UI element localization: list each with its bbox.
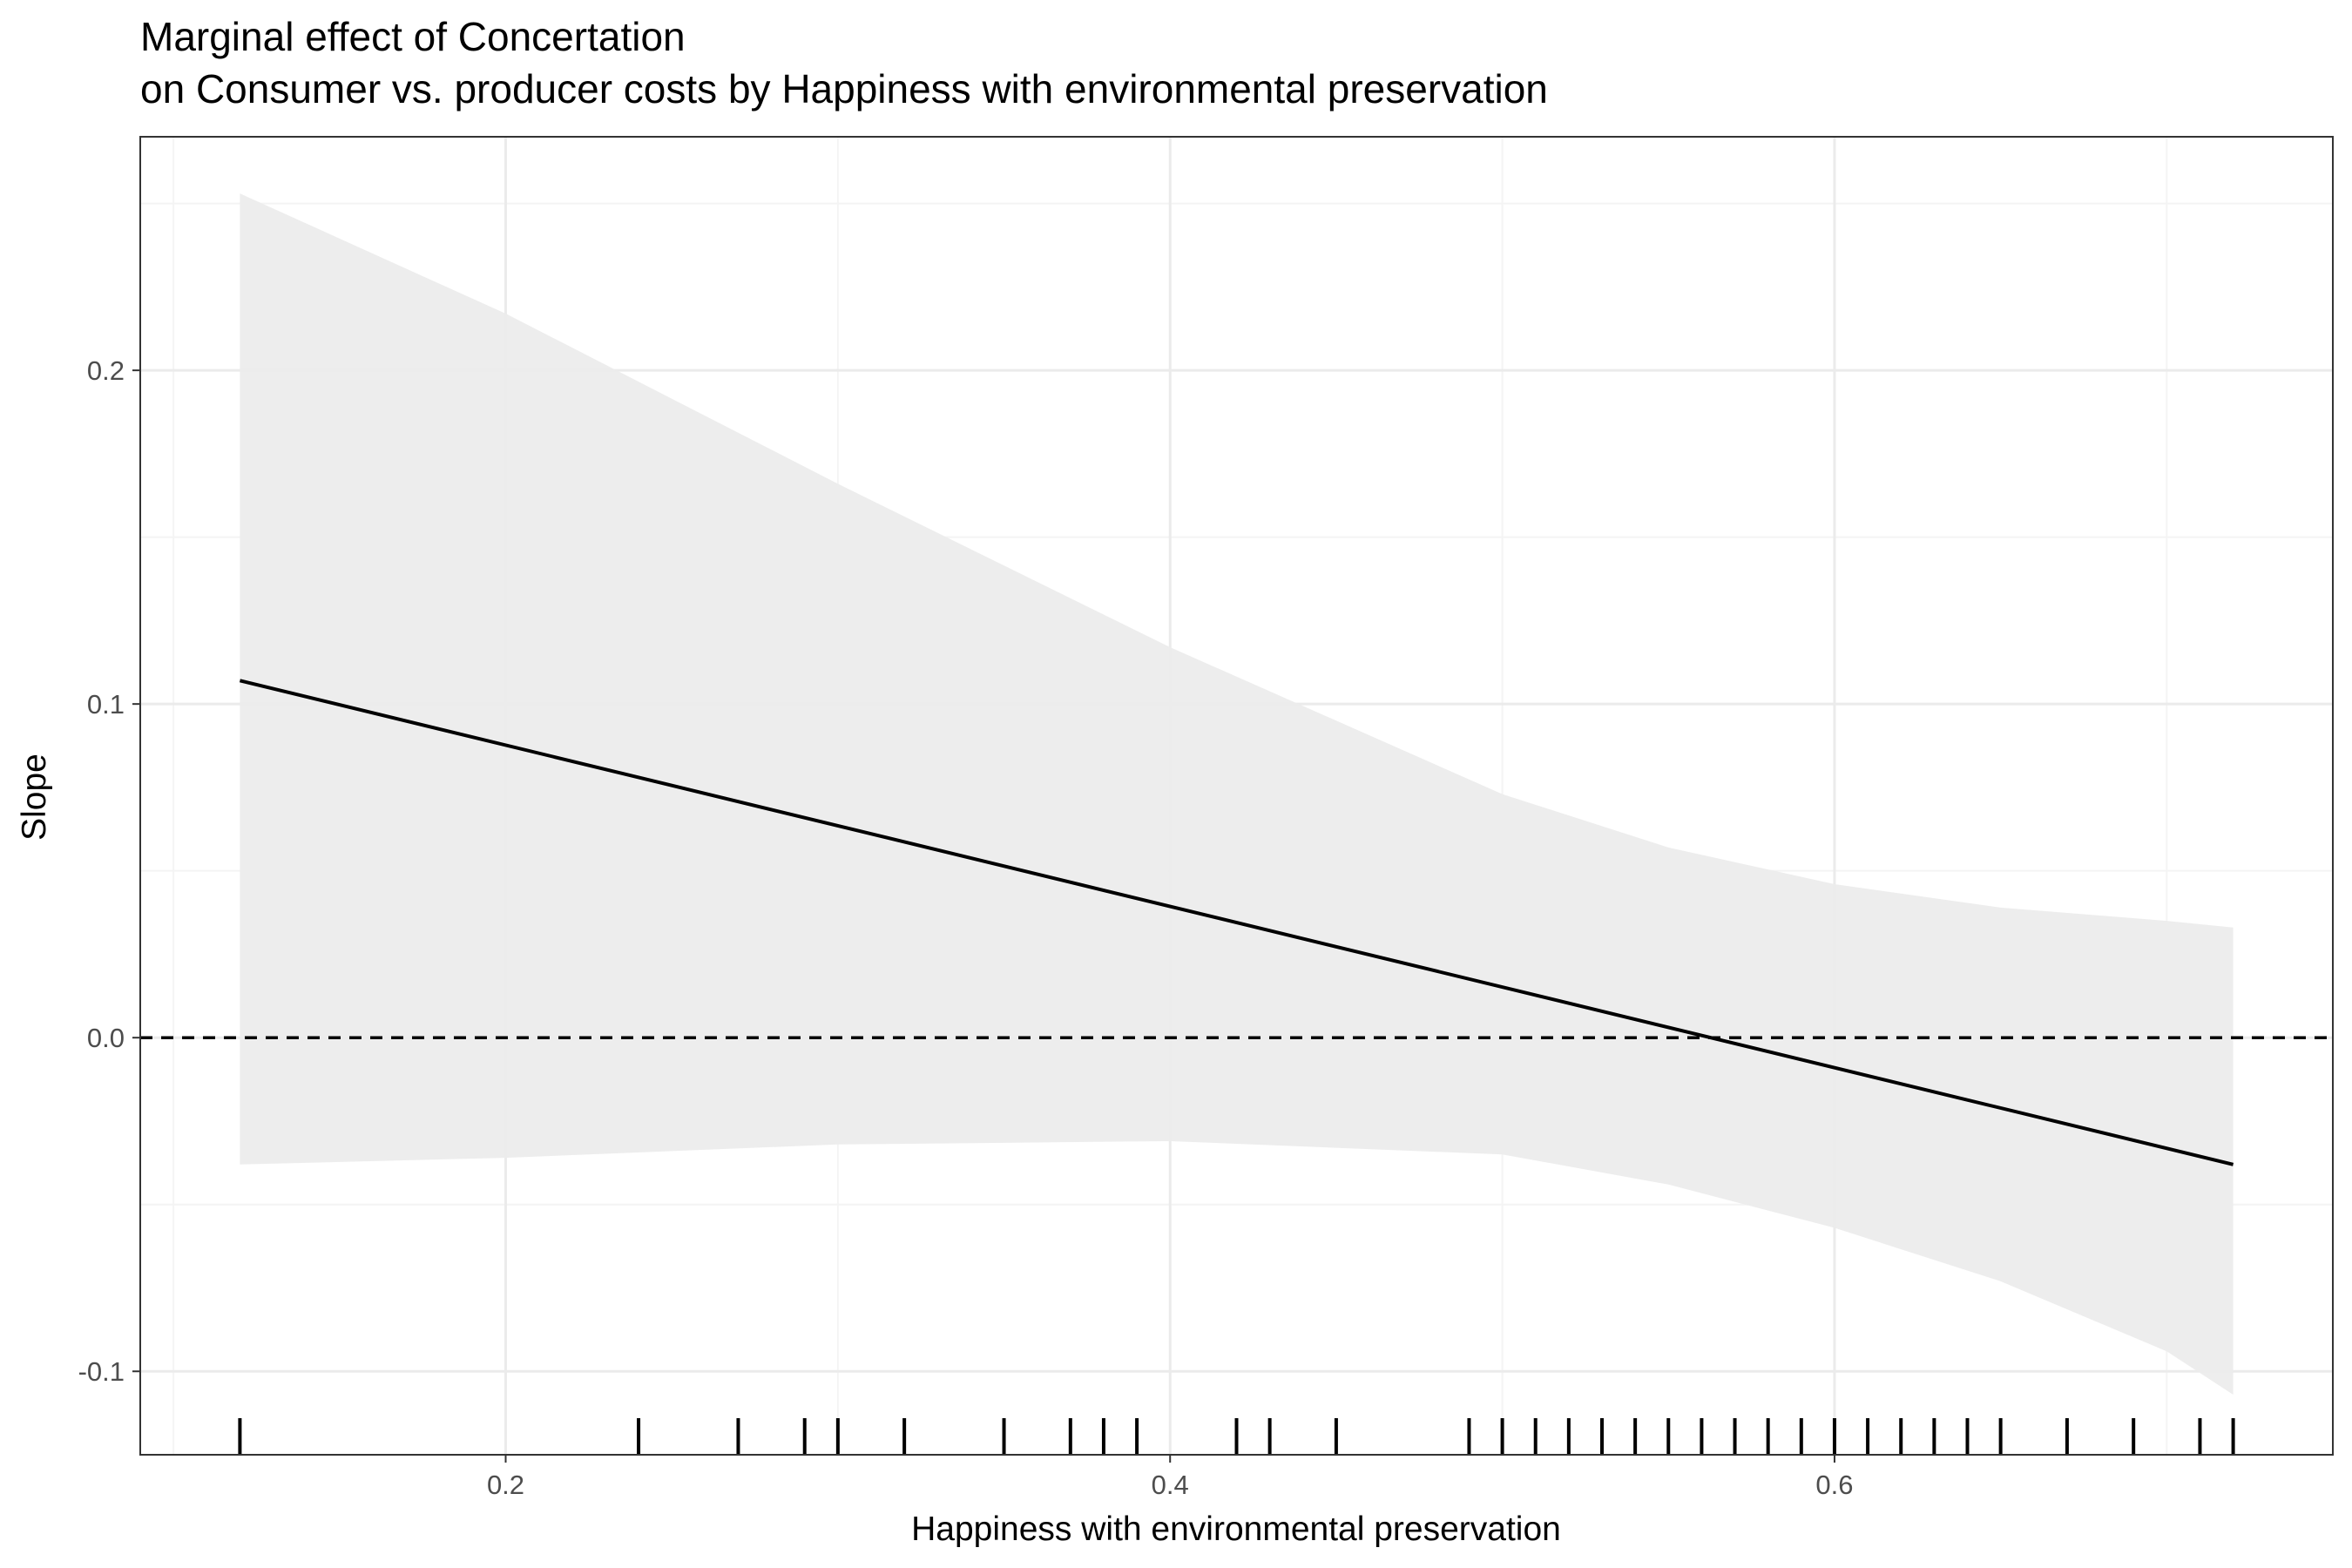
y-axis-title: Slope (16, 754, 53, 841)
panel-border (139, 136, 2334, 1456)
x-axis-title: Happiness with environmental preservatio… (911, 1511, 1561, 1548)
y-tick-label: 0.2 (87, 355, 125, 386)
x-tick-label: 0.2 (487, 1470, 524, 1500)
marginal-effect-line (239, 679, 2234, 1166)
y-tick-label: 0.1 (87, 689, 125, 720)
confidence-band (240, 193, 2234, 1396)
x-tick-label: 0.4 (1152, 1470, 1189, 1500)
chart-subtitle: on Consumer vs. producer costs by Happin… (140, 66, 1548, 112)
x-tick-label: 0.6 (1815, 1470, 1853, 1500)
y-tick-label: -0.1 (78, 1356, 125, 1387)
chart-title: Marginal effect of Concertation (140, 14, 686, 59)
y-tick-label: 0.0 (87, 1023, 125, 1053)
plot-panel: 0.2 0.4 0.6 -0.1 0.0 0.1 0.2 (78, 136, 2334, 1500)
